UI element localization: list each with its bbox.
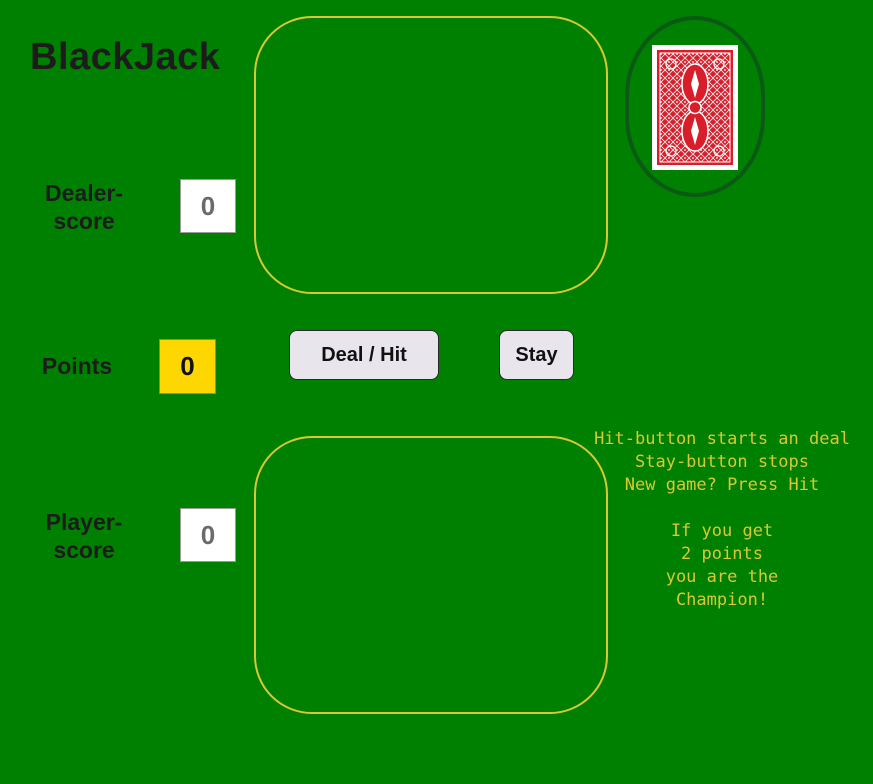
player-score-label-line2: score [53,537,115,563]
card-back-icon[interactable] [652,45,738,170]
points-value: 0 [159,339,216,394]
deck-ring [625,16,765,197]
instruction-line: Champion! [675,590,769,610]
player-score-label: Player- score [36,508,132,564]
dealer-score-label: Dealer- score [36,179,132,235]
stay-button[interactable]: Stay [499,330,574,380]
card-back-pattern [657,50,733,165]
instruction-line: 2 points [681,544,763,564]
deal-hit-button[interactable]: Deal / Hit [289,330,439,380]
dealer-score-value: 0 [180,179,236,233]
page-title: BlackJack [30,36,221,78]
instruction-line [567,497,873,520]
player-score-value: 0 [180,508,236,562]
player-card-area [254,436,608,714]
player-score-label-line1: Player- [45,509,123,535]
instruction-line: New game? Press Hit [624,475,820,495]
instruction-line: If you get [670,521,774,541]
instructions: Hit-button starts an deal Stay-button st… [567,428,873,612]
instruction-line: Stay-button stops [635,452,809,472]
instruction-line: you are the [665,567,779,587]
dealer-score-label-line1: Dealer- [45,180,123,206]
points-label: Points [41,353,113,379]
dealer-card-area [254,16,608,294]
dealer-score-label-line2: score [53,208,115,234]
instruction-line: Hit-button starts an deal [594,429,850,449]
